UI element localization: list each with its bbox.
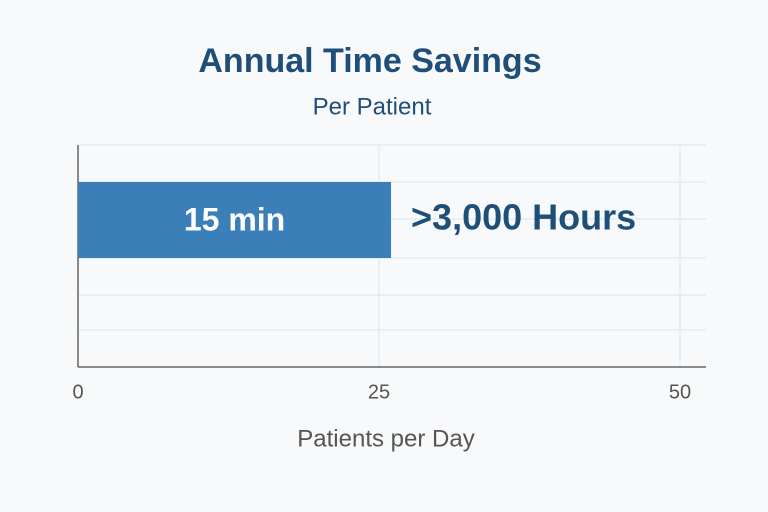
- chart-title: Annual Time Savings: [198, 42, 541, 80]
- bar-annotation: >3,000 Hours: [411, 197, 636, 238]
- bar: [78, 182, 392, 258]
- chart-subtitle: Per Patient: [313, 93, 432, 120]
- x-axis-title: Patients per Day: [297, 425, 474, 452]
- bar-annotation: 15 min: [184, 201, 285, 237]
- x-tick-label: 0: [72, 381, 83, 403]
- x-tick-label: 25: [368, 381, 390, 403]
- x-tick-label: 50: [669, 381, 691, 403]
